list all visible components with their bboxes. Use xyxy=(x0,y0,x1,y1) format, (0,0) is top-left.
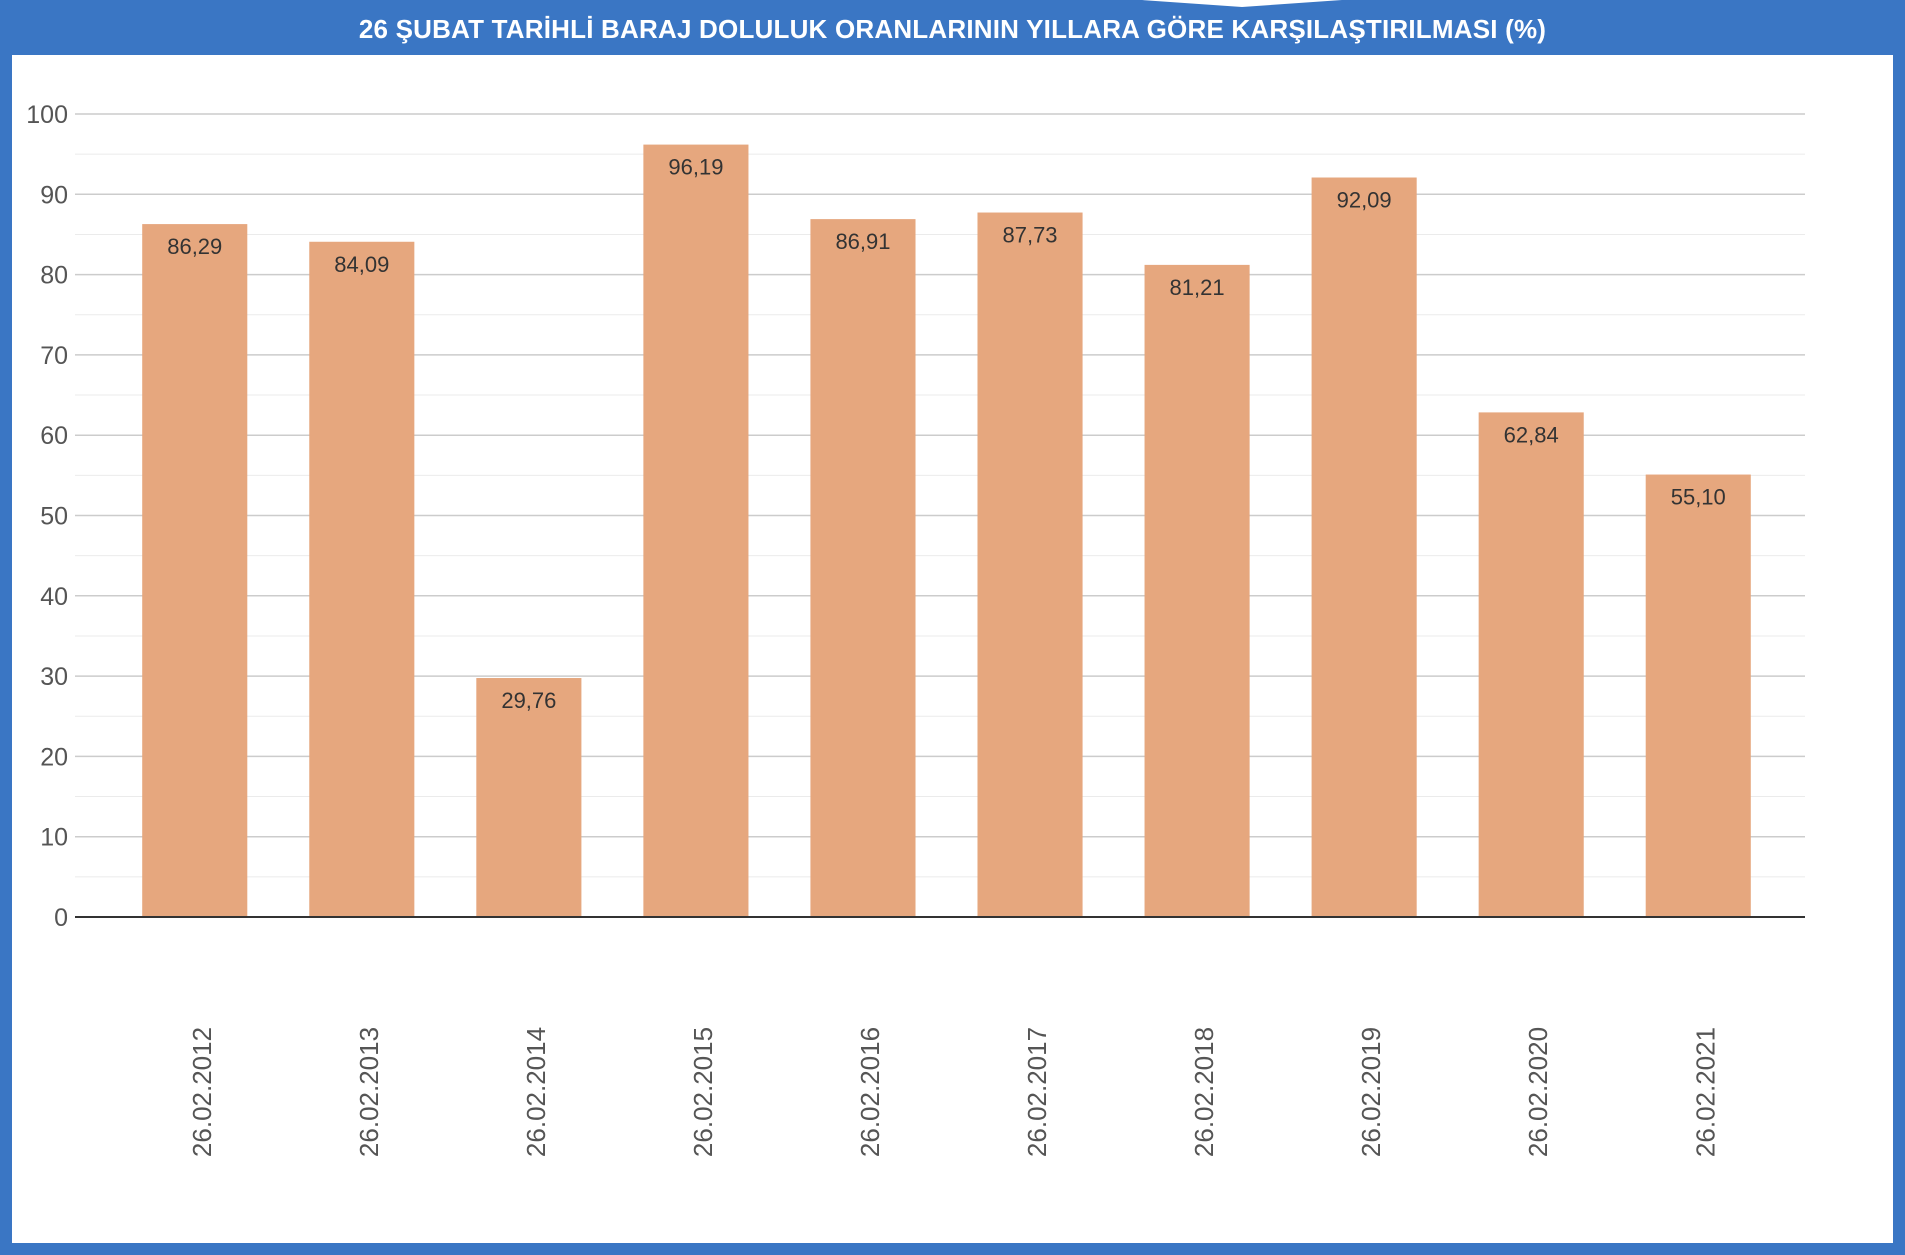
data-label: 96,19 xyxy=(668,155,723,180)
data-label: 87,73 xyxy=(1002,223,1057,248)
bar xyxy=(476,678,582,917)
bar xyxy=(1645,474,1751,917)
data-label: 81,21 xyxy=(1170,275,1225,300)
x-tick-label: 26.02.2015 xyxy=(688,1027,718,1157)
title-notch xyxy=(1142,0,1342,7)
x-tick-label: 26.02.2012 xyxy=(187,1027,217,1157)
y-tick-label: 80 xyxy=(40,262,68,290)
data-label: 62,84 xyxy=(1504,422,1559,447)
y-tick-label: 10 xyxy=(40,824,68,852)
y-tick-label: 70 xyxy=(40,342,68,370)
y-tick-label: 30 xyxy=(40,663,68,691)
title-bar: 26 ŞUBAT TARİHLİ BARAJ DOLULUK ORANLARIN… xyxy=(0,0,1905,55)
x-tick-label: 26.02.2014 xyxy=(521,1027,551,1157)
x-axis-ticks: 26.02.2012 26.02.2013 26.02.2014 26.02.2015… xyxy=(187,1027,1721,1157)
y-tick-label: 100 xyxy=(26,101,68,129)
chart-title: 26 ŞUBAT TARİHLİ BARAJ DOLULUK ORANLARIN… xyxy=(358,14,1547,44)
y-tick-label: 40 xyxy=(40,583,68,611)
data-label: 86,29 xyxy=(167,234,222,259)
data-label: 29,76 xyxy=(501,688,556,713)
bar xyxy=(643,144,749,917)
data-label: 55,10 xyxy=(1671,485,1726,510)
x-tick-label: 26.02.2019 xyxy=(1356,1027,1386,1157)
y-tick-label: 0 xyxy=(54,904,68,932)
y-tick-label: 90 xyxy=(40,181,68,209)
x-tick-label: 26.02.2020 xyxy=(1523,1027,1553,1157)
y-tick-label: 20 xyxy=(40,743,68,771)
bar xyxy=(142,224,248,917)
y-tick-label: 50 xyxy=(40,503,68,531)
x-tick-label: 26.02.2018 xyxy=(1189,1027,1219,1157)
y-axis-ticks: 0 10 20 30 40 50 60 70 80 90 100 xyxy=(26,101,68,932)
y-tick-label: 60 xyxy=(40,422,68,450)
bar xyxy=(1144,264,1250,918)
bar xyxy=(810,219,916,918)
bar xyxy=(977,212,1083,918)
data-label: 92,09 xyxy=(1337,188,1392,213)
x-tick-label: 26.02.2016 xyxy=(855,1027,885,1157)
x-tick-label: 26.02.2021 xyxy=(1690,1027,1720,1157)
data-label: 84,09 xyxy=(334,252,389,277)
data-labels: 86,29 84,09 29,76 96,19 86,91 87,73 81,21 92,09… xyxy=(167,155,1726,713)
bar xyxy=(1478,412,1584,917)
x-tick-label: 26.02.2017 xyxy=(1022,1027,1052,1157)
bar xyxy=(309,241,415,917)
data-label: 86,91 xyxy=(835,229,890,254)
x-tick-label: 26.02.2013 xyxy=(354,1027,384,1157)
bars xyxy=(142,144,1751,918)
bar xyxy=(1311,177,1417,917)
